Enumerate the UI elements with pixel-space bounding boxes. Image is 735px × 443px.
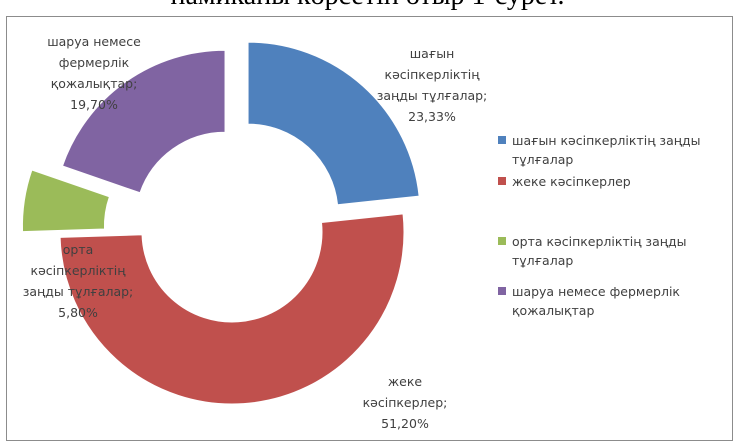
slice-data-label: шаруа немесе фермерлік қожалықтар; 19,70% — [47, 34, 141, 112]
page-heading: намиканы көрсетіп отыр 1-сурет. — [0, 0, 735, 12]
legend-swatch — [498, 177, 506, 185]
legend-label: жеке кәсіпкерлер — [512, 174, 631, 189]
doughnut-slice — [247, 41, 420, 206]
legend-swatch — [498, 287, 506, 295]
doughnut-slice — [61, 49, 226, 194]
legend-label: шаруа немесе фермерлік қожалықтар — [512, 284, 680, 318]
legend-label: орта кәсіпкерліктің заңды тұлғалар — [512, 234, 687, 268]
legend-label: шағын кәсіпкерліктің заңды тұлғалар — [512, 133, 701, 167]
doughnut-slice — [22, 169, 111, 233]
slice-data-label: жеке кәсіпкерлер; 51,20% — [363, 374, 448, 431]
slice-data-label: шағын кәсіпкерліктің заңды тұлғалар; 23,33% — [377, 46, 488, 124]
legend-swatch — [498, 237, 506, 245]
slice-data-label: орта кәсіпкерліктің заңды тұлғалар; 5,80% — [23, 242, 134, 320]
legend-swatch — [498, 136, 506, 144]
doughnut-slice — [59, 213, 405, 405]
